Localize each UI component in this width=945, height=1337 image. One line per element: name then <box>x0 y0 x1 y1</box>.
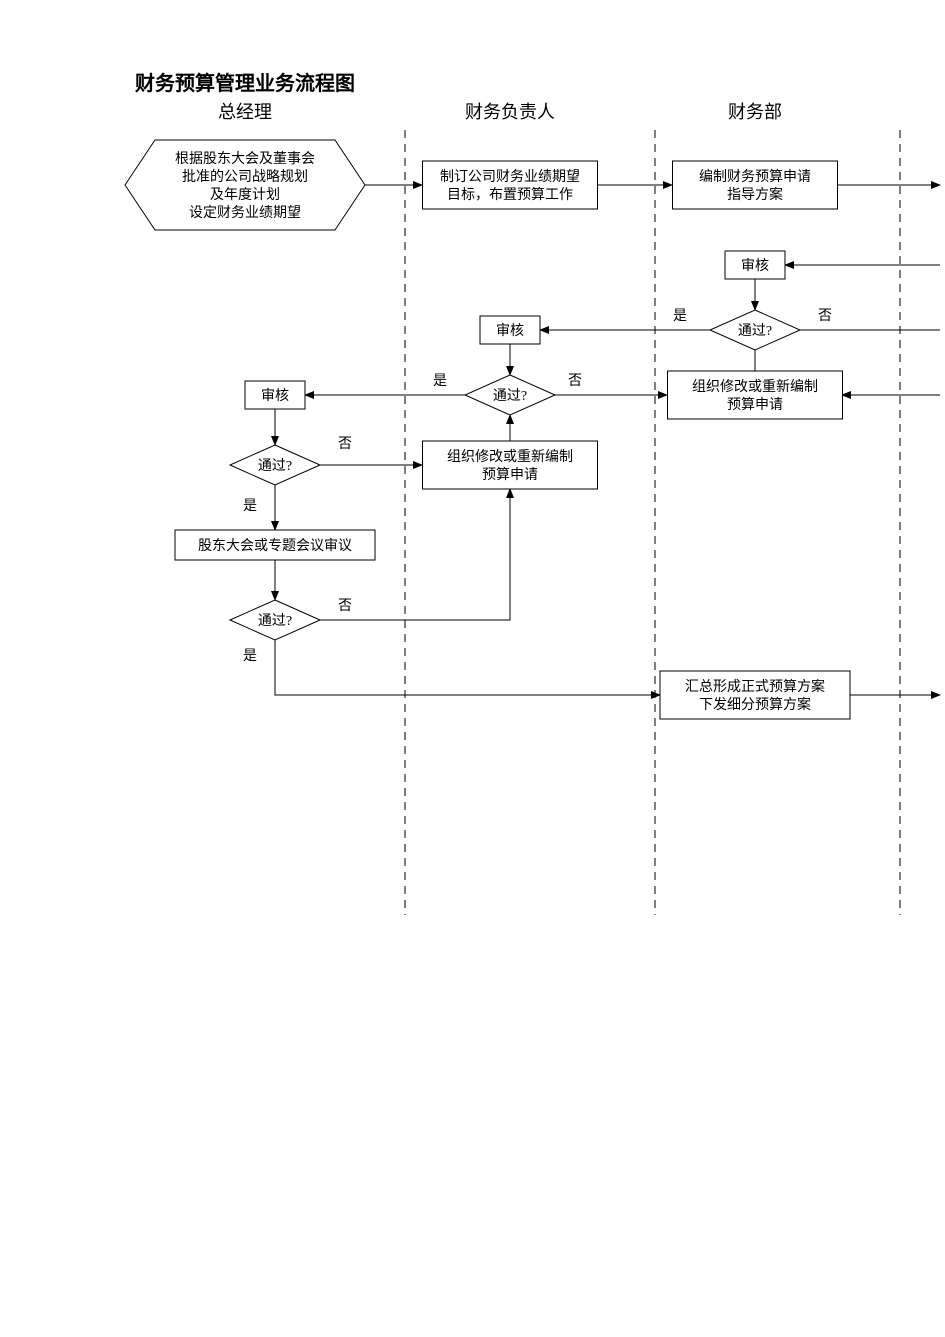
edge-label: 否 <box>818 309 832 324</box>
lane-title: 财务负责人 <box>465 102 555 122</box>
edge-label: 是 <box>433 374 447 389</box>
node-text: 指导方案 <box>727 186 783 203</box>
lane-title: 财务部 <box>728 102 782 122</box>
node-text: 预算申请 <box>482 467 538 483</box>
edge-label: 是 <box>673 309 687 324</box>
node-d_pass2: 通过? <box>465 375 555 415</box>
edge <box>275 640 660 695</box>
edge-label: 是 <box>243 499 257 514</box>
node-text: 目标，布置预算工作 <box>447 187 573 203</box>
node-r_target: 制订公司财务业绩期望目标，布置预算工作 <box>423 161 598 209</box>
node-text: 汇总形成正式预算方案 <box>685 678 825 695</box>
edge-label: 否 <box>338 599 352 614</box>
node-d_pass0: 通过? <box>230 600 320 640</box>
node-text: 通过? <box>258 458 292 474</box>
node-r_revise2: 组织修改或重新编制预算申请 <box>423 441 598 489</box>
node-text: 组织修改或重新编制 <box>447 449 573 465</box>
node-text: 通过? <box>493 388 527 404</box>
node-r_audit2: 审核 <box>480 316 540 344</box>
node-text: 通过? <box>258 613 292 629</box>
node-text: 股东大会或专题会议审议 <box>198 538 352 554</box>
node-text: 通过? <box>738 323 772 339</box>
node-text: 审核 <box>261 388 289 404</box>
node-r_audit1: 审核 <box>245 381 305 409</box>
edge-label: 否 <box>568 374 582 389</box>
node-r_meeting: 股东大会或专题会议审议 <box>175 530 375 560</box>
node-text: 组织修改或重新编制 <box>692 379 818 395</box>
node-text: 下发细分预算方案 <box>699 696 811 713</box>
node-hex1: 根据股东大会及董事会批准的公司战略规划及年度计划设定财务业绩期望 <box>125 140 365 230</box>
lane-title: 总经理 <box>218 102 272 122</box>
node-text: 根据股东大会及董事会 <box>175 151 315 167</box>
node-d_pass1: 通过? <box>230 445 320 485</box>
node-d_pass3: 通过? <box>710 310 800 350</box>
edge-label: 是 <box>243 649 257 664</box>
node-text: 审核 <box>741 258 769 274</box>
node-r_final: 汇总形成正式预算方案下发细分预算方案 <box>660 671 850 719</box>
node-text: 设定财务业绩期望 <box>189 205 301 221</box>
flowchart-canvas: 总经理 财务负责人 财务部 根据股东大会及董事会批准的公司战略规划及年度计划设定财务… <box>0 0 945 1337</box>
node-text: 批准的公司战略规划 <box>182 169 308 185</box>
node-r_guide: 编制财务预算申请指导方案 <box>673 161 838 209</box>
node-text: 编制财务预算申请 <box>699 169 811 185</box>
node-text: 制订公司财务业绩期望 <box>440 169 580 185</box>
diagram-title: 财务预算管理业务流程图 <box>135 71 355 95</box>
node-text: 审核 <box>496 323 524 339</box>
node-text: 预算申请 <box>727 397 783 413</box>
node-r_audit3: 审核 <box>725 251 785 279</box>
edge-label: 否 <box>338 437 352 452</box>
node-r_revise3: 组织修改或重新编制预算申请 <box>668 371 843 419</box>
node-text: 及年度计划 <box>210 187 280 203</box>
